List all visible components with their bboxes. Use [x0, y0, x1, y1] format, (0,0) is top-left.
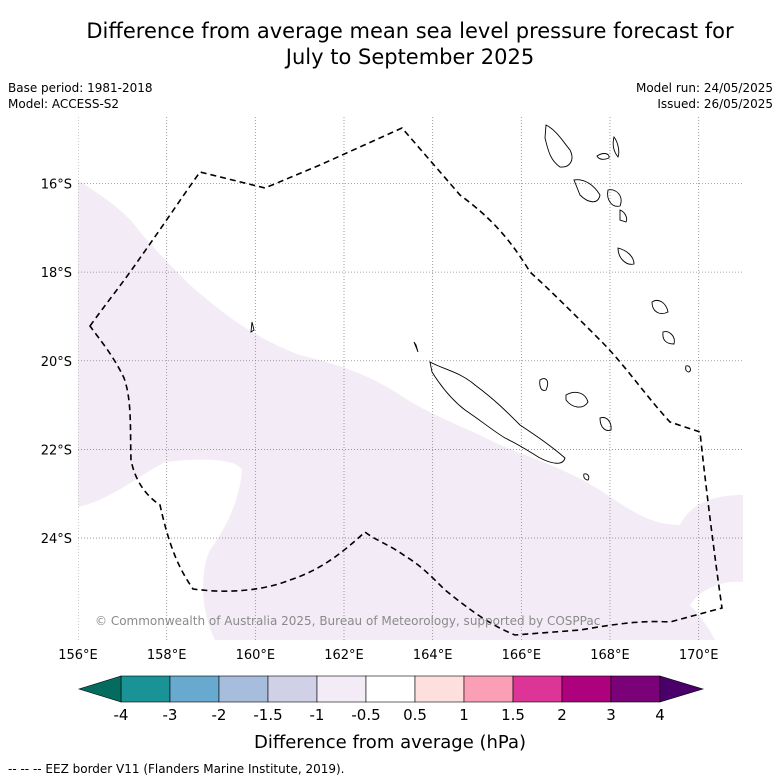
pressure-anomaly-area: [78, 180, 743, 640]
coastlines: [250, 124, 691, 481]
colorbar-tick-label: -3: [163, 706, 178, 724]
loyalty-mare-coastline: [599, 417, 612, 431]
colorbar: -4 -3 -2 -1.5 -1 -0.5 0.5 1 1.5 2 3 4: [77, 675, 705, 724]
efate-coastline: [607, 189, 622, 207]
lon-tick-label: 170°E: [679, 648, 719, 663]
eez-border: [89, 127, 723, 636]
isle-of-pines-coastline: [583, 473, 590, 481]
colorbar-tick-label: -4: [114, 706, 129, 724]
meta-right: Model run: 24/05/2025 Issued: 26/05/2025: [636, 80, 773, 112]
colorbar-label: Difference from average (hPa): [254, 732, 526, 753]
title-line-2: July to September 2025: [285, 45, 535, 69]
colorbar-tick-label: 4: [655, 706, 665, 724]
colorbar-segment: [169, 675, 220, 703]
lat-tick-label: 18°S: [41, 266, 72, 281]
belep-islands-coastline: [413, 341, 419, 353]
model-run: Model run: 24/05/2025: [635, 81, 773, 95]
lon-tick-label: 156°E: [58, 648, 98, 663]
lat-tick-label: 24°S: [41, 532, 72, 547]
map-title: Difference from average mean sea level p…: [40, 18, 780, 70]
colorbar-over-arrow: [659, 675, 705, 703]
colorbar-segment: [512, 675, 563, 703]
issued-date: Issued: 26/05/2025: [657, 97, 773, 111]
hunter-islet-coastline: [685, 365, 691, 373]
latitude-tick-labels: 16°S 18°S 20°S 22°S 24°S: [41, 177, 72, 547]
lat-tick-label: 22°S: [41, 443, 72, 458]
colorbar-tick-label: -0.5: [351, 706, 380, 724]
tanna-coastline: [617, 247, 635, 265]
colorbar-segment: [610, 675, 661, 703]
espiritu-santo-coastline: [544, 124, 573, 168]
chesterfield-reef-coastline: [250, 321, 255, 333]
meta-left: Base period: 1981-2018 Model: ACCESS-S2: [8, 80, 153, 112]
lat-tick-label: 20°S: [41, 355, 72, 370]
colorbar-tick-label: -1: [310, 706, 325, 724]
erromango-coastline: [619, 209, 628, 223]
lon-tick-label: 166°E: [502, 648, 542, 663]
colorbar-tick-label: 3: [606, 706, 616, 724]
lon-tick-label: 162°E: [324, 648, 364, 663]
new-caledonia-coastline: [429, 361, 566, 464]
map-gridlines: [78, 117, 743, 640]
loyalty-ouvea-coastline: [539, 378, 549, 391]
colorbar-under-arrow: [77, 675, 122, 703]
base-period: Base period: 1981-2018: [8, 81, 153, 95]
colorbar-tick-label: 1: [459, 706, 469, 724]
loyalty-north-islet-coastline: [651, 300, 669, 314]
colorbar-tick-label: 2: [557, 706, 567, 724]
lon-tick-label: 158°E: [147, 648, 187, 663]
maewo-pentecost-coastline: [612, 136, 620, 158]
colorbar-segment: [561, 675, 612, 703]
colorbar-segment: [365, 675, 416, 703]
loyalty-lifou-coastline: [565, 391, 589, 408]
colorbar-tick-label: -2: [212, 706, 227, 724]
eez-legend-note: -- -- -- EEZ border V11 (Flanders Marine…: [8, 762, 345, 776]
colorbar-tick-label: -1.5: [253, 706, 282, 724]
colorbar-segment: [414, 675, 465, 703]
colorbar-segment: [463, 675, 514, 703]
lon-tick-label: 168°E: [590, 648, 630, 663]
longitude-tick-labels: 156°E 158°E 160°E 162°E 164°E 166°E 168°E 170°E: [58, 648, 718, 663]
model-name: Model: ACCESS-S2: [8, 97, 120, 111]
lat-tick-label: 16°S: [41, 177, 72, 192]
ambae-coastline: [596, 153, 610, 160]
colorbar-segment: [120, 675, 171, 703]
malekula-coastline: [573, 179, 601, 203]
copyright-notice: © Commonwealth of Australia 2025, Bureau…: [95, 614, 601, 628]
title-line-1: Difference from average mean sea level p…: [86, 19, 734, 43]
colorbar-segment: [316, 675, 367, 703]
colorbar-segment: [218, 675, 269, 703]
colorbar-segment: [267, 675, 318, 703]
lon-tick-label: 160°E: [236, 648, 276, 663]
walpole-islet-coastline: [662, 331, 675, 345]
colorbar-tick-label: 1.5: [501, 706, 525, 724]
lon-tick-label: 164°E: [413, 648, 453, 663]
colorbar-tick-label: 0.5: [403, 706, 427, 724]
